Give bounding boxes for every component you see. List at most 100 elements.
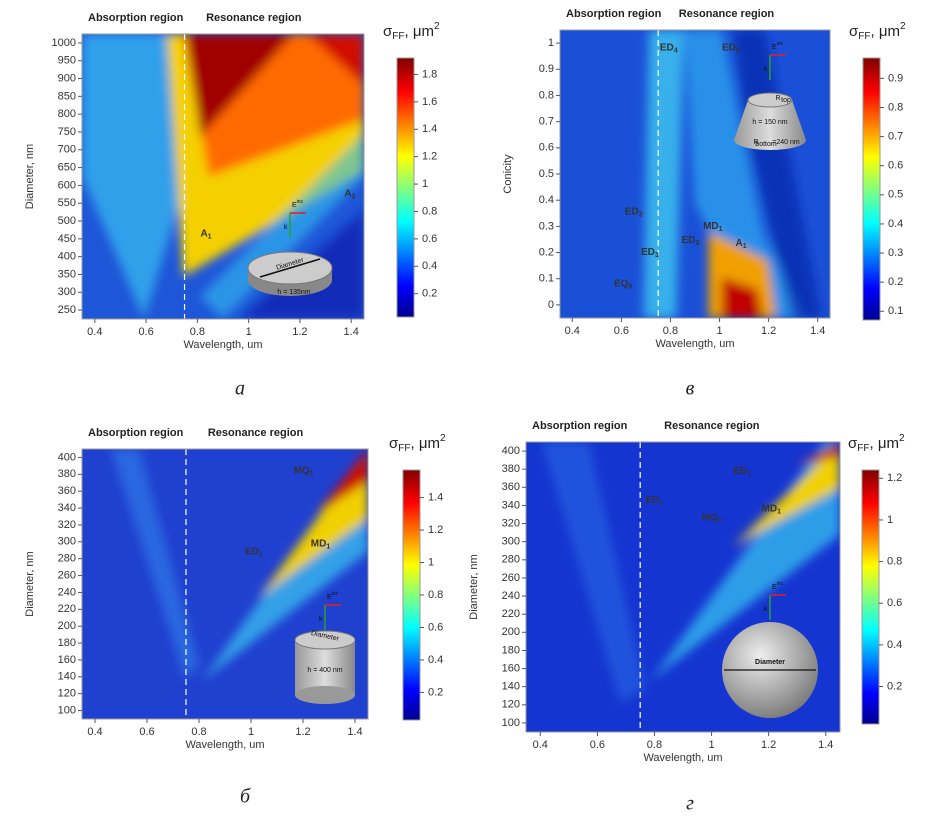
y-tick-label: 260 — [58, 569, 76, 581]
cb-unit: , μm — [410, 435, 439, 452]
y-tick-label: 300 — [58, 536, 76, 548]
y-tick-label: 0.7 — [539, 116, 554, 128]
heatmap — [560, 30, 830, 318]
mode-index: 1 — [259, 551, 263, 558]
x-tick-label: 1.4 — [810, 325, 825, 337]
mode-label: EQ5 — [614, 278, 632, 290]
k-label: k — [764, 606, 768, 613]
mode-label: A1 — [736, 238, 747, 250]
mode-label: ED1 — [645, 495, 663, 507]
colorbar-tick-label: 0.8 — [422, 205, 437, 217]
colorbar-tick-label: 0.3 — [888, 247, 903, 259]
mode-label: MD1 — [311, 538, 331, 550]
mode-name: ED — [660, 42, 674, 53]
colorbar-tick-label: 1.2 — [887, 472, 902, 484]
e-label: Einc — [327, 591, 339, 601]
mode-index: 1 — [208, 233, 212, 240]
inset-label: R — [775, 95, 780, 102]
mode-name: ED — [733, 466, 747, 477]
plot-frame — [81, 33, 365, 320]
y-tick-label: 340 — [58, 502, 76, 514]
e-sup: inc — [297, 199, 304, 205]
heatmap — [526, 442, 840, 732]
y-tick-label: 450 — [58, 233, 76, 245]
y-tick-label: 1000 — [52, 37, 76, 49]
x-tick-label: 1.2 — [295, 726, 310, 738]
x-tick-label: 0.6 — [614, 325, 629, 337]
mode-name: ED — [645, 495, 659, 506]
mode-label: ED1 — [245, 546, 263, 558]
x-tick-label: 0.6 — [590, 739, 605, 751]
mode-name: MQ — [702, 512, 718, 523]
inset-label: bottom — [755, 141, 777, 148]
cb-sup: 2 — [899, 433, 905, 444]
mode-index: 2 — [639, 211, 643, 218]
inset-label: R — [753, 139, 758, 146]
panel-label: в — [686, 378, 695, 400]
colorbar-label: σFF, μm2 — [389, 433, 446, 454]
y-tick-label: 340 — [502, 499, 520, 511]
colorbar-tick-label: 0.4 — [888, 218, 903, 230]
x-axis-label: Wavelength, um — [643, 752, 722, 764]
colorbar-tick-label: 1 — [422, 178, 428, 190]
x-tick-label: 0.8 — [190, 326, 205, 338]
mode-name: A — [344, 188, 351, 199]
y-tick-label: 0 — [548, 299, 554, 311]
x-tick-label: 1 — [248, 726, 254, 738]
mode-name: MD — [762, 503, 778, 514]
k-label: k — [764, 66, 768, 73]
mode-label: MD1 — [703, 220, 723, 232]
colorbar-tick-label: 0.4 — [422, 260, 437, 272]
mode-index: 3 — [655, 252, 659, 259]
panel-label: а — [235, 378, 245, 400]
mode-index: 1 — [747, 471, 751, 478]
x-tick-label: 1 — [708, 739, 714, 751]
mode-label: ED1 — [733, 466, 751, 478]
heatmap-region — [684, 30, 803, 318]
region-label: Resonance region — [664, 420, 760, 432]
colorbar-tick-label: 1.4 — [428, 492, 443, 504]
panel: 0.4 0.6 0.8 1 1.2 1.4100120140160180200220240… — [468, 420, 905, 815]
y-tick-label: 0.5 — [539, 168, 554, 180]
colorbar-tick-label: 1 — [887, 514, 893, 526]
x-tick-label: 1.2 — [292, 326, 307, 338]
y-tick-label: 950 — [58, 55, 76, 67]
colorbar-tick-label: 0.7 — [888, 131, 903, 143]
colorbar-tick-label: 0.1 — [888, 305, 903, 317]
e-sup: inc — [777, 581, 784, 587]
mode-name: A — [200, 228, 207, 239]
y-tick-label: 600 — [58, 179, 76, 191]
y-tick-label: 400 — [58, 251, 76, 263]
y-tick-label: 750 — [58, 126, 76, 138]
x-tick-label: 0.8 — [663, 325, 678, 337]
heatmap-region — [733, 442, 840, 547]
mode-name: ED — [641, 246, 655, 257]
y-tick-label: 700 — [58, 144, 76, 156]
cb-symbol: σ — [389, 435, 399, 452]
mode-index: 1 — [777, 509, 781, 516]
y-tick-label: 280 — [58, 553, 76, 565]
colorbar-tick-label: 0.6 — [428, 621, 443, 633]
cb-symbol: σ — [383, 23, 393, 40]
e-label: Einc — [292, 199, 304, 209]
y-tick-label: 260 — [502, 572, 520, 584]
e-label: Einc — [772, 581, 784, 591]
colorbar-tick-label: 0.2 — [888, 276, 903, 288]
region-label: Resonance region — [208, 427, 304, 439]
y-tick-label: 380 — [502, 463, 520, 475]
mode-name: MD — [311, 538, 327, 549]
y-tick-label: 220 — [502, 608, 520, 620]
y-tick-label: 650 — [58, 162, 76, 174]
y-tick-label: 240 — [58, 586, 76, 598]
heatmap-region — [307, 34, 364, 86]
mode-index: 1 — [718, 517, 722, 524]
heatmap-field — [110, 449, 368, 682]
colorbar — [402, 469, 421, 721]
cb-unit: , μm — [404, 23, 433, 40]
mode-name: ED — [682, 235, 696, 246]
heatmap-region — [643, 30, 685, 318]
mode-label: ED2 — [625, 206, 643, 218]
